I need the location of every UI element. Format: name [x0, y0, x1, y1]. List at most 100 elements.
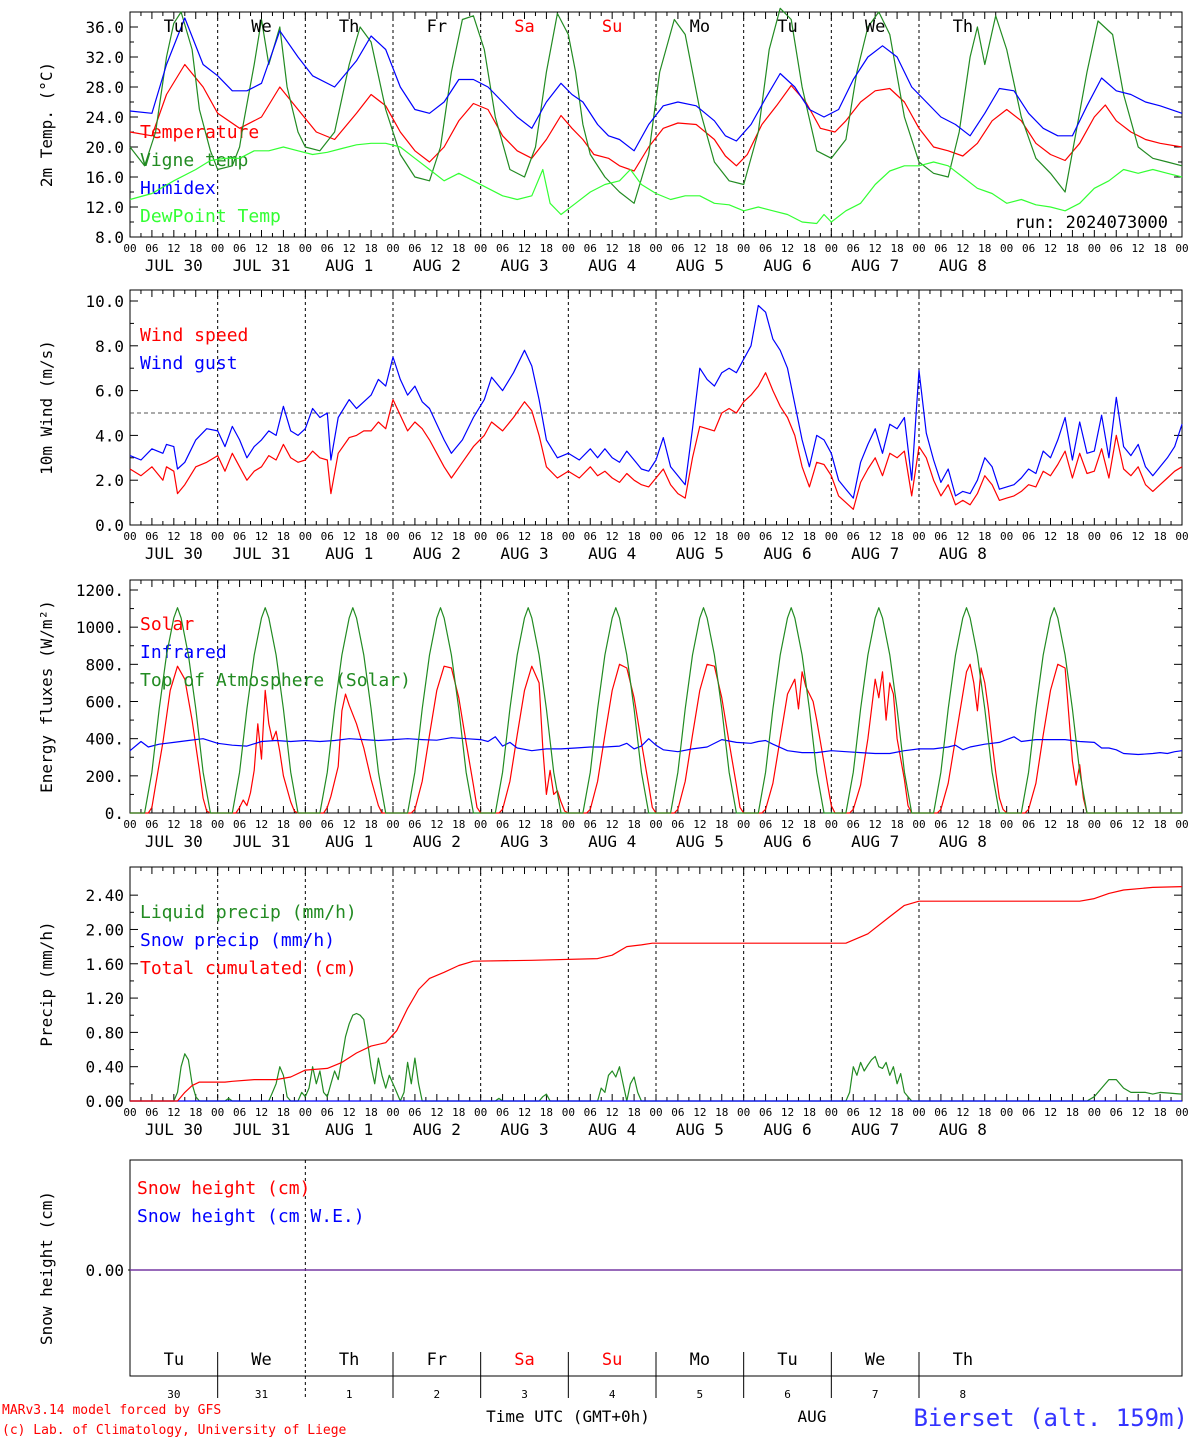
y-tick-label: 1200.: [76, 581, 124, 600]
hour-tick-label: 18: [803, 242, 816, 255]
hour-tick-label: 18: [627, 1106, 640, 1119]
hour-tick-label: 18: [277, 242, 290, 255]
hour-tick-label: 06: [847, 530, 860, 543]
hour-tick-label: 06: [1022, 818, 1035, 831]
y-tick-label: 0.0: [95, 516, 124, 535]
date-label: AUG 1: [325, 832, 373, 851]
y-tick-label: 32.0: [85, 48, 124, 67]
hour-tick-label: 00: [474, 1106, 487, 1119]
hour-tick-label: 00: [1000, 530, 1013, 543]
hour-tick-label: 18: [978, 530, 991, 543]
hour-tick-label: 00: [299, 818, 312, 831]
hour-tick-label: 18: [364, 530, 377, 543]
legend-entry: Solar: [140, 614, 194, 635]
hour-tick-label: 00: [1000, 1106, 1013, 1119]
hour-tick-label: 00: [1000, 818, 1013, 831]
hour-tick-label: 12: [518, 1106, 531, 1119]
legend-entry: Total cumulated (cm): [140, 958, 357, 979]
date-label: AUG 4: [588, 1120, 636, 1139]
chart-panel-2: 00 06 12 18 00 06 12 18 00 06 12 18 00 06 12 18 00 06 12 18…: [37, 289, 1189, 563]
date-label: AUG 3: [500, 544, 548, 563]
run-label: run: 2024073000: [1014, 213, 1168, 233]
hour-tick-label: 00: [123, 530, 136, 543]
date-label: JUL 31: [233, 544, 291, 563]
day-number: 5: [697, 1388, 704, 1401]
date-label: AUG 8: [939, 1120, 987, 1139]
hour-tick-label: 06: [1110, 1106, 1123, 1119]
hour-tick-label: 00: [825, 530, 838, 543]
hour-tick-label: 18: [715, 242, 728, 255]
hour-tick-label: 18: [803, 818, 816, 831]
hour-tick-label: 12: [693, 1106, 706, 1119]
y-tick-label: 8.0: [95, 337, 124, 356]
hour-tick-label: 00: [825, 242, 838, 255]
hour-tick-label: 06: [934, 530, 947, 543]
hour-tick-label: 00: [825, 1106, 838, 1119]
hour-tick-label: 18: [627, 530, 640, 543]
hour-tick-label: 18: [890, 530, 903, 543]
hour-tick-label: 06: [1110, 818, 1123, 831]
hour-tick-label: 12: [869, 1106, 882, 1119]
hour-tick-label: 12: [956, 818, 969, 831]
hour-tick-label: 12: [1132, 530, 1145, 543]
day-name: We: [865, 1350, 885, 1370]
hour-tick-label: 18: [364, 1106, 377, 1119]
date-label: AUG 2: [413, 1120, 461, 1139]
hour-tick-label: 12: [255, 1106, 268, 1119]
hour-tick-label: 06: [233, 1106, 246, 1119]
date-label: JUL 31: [233, 256, 291, 275]
hour-tick-label: 06: [847, 1106, 860, 1119]
date-label: AUG 8: [939, 832, 987, 851]
hour-tick-label: 12: [693, 530, 706, 543]
legend-entry: Infrared: [140, 642, 227, 663]
day-number: 8: [960, 1388, 967, 1401]
day-name: Fr: [427, 17, 447, 37]
y-tick-label: 36.0: [85, 18, 124, 37]
hour-tick-label: 12: [781, 818, 794, 831]
date-label: AUG 2: [413, 256, 461, 275]
hour-tick-label: 12: [167, 242, 180, 255]
hour-tick-label: 12: [956, 242, 969, 255]
hour-tick-label: 06: [408, 530, 421, 543]
date-label: AUG 3: [500, 256, 548, 275]
hour-tick-label: 18: [452, 242, 465, 255]
hour-tick-label: 06: [408, 242, 421, 255]
hour-tick-label: 00: [1175, 530, 1188, 543]
hour-tick-label: 00: [912, 530, 925, 543]
hour-tick-label: 00: [1000, 242, 1013, 255]
hour-tick-label: 06: [321, 818, 334, 831]
date-label: AUG 5: [676, 832, 724, 851]
hour-tick-label: 12: [255, 818, 268, 831]
day-number: 3: [521, 1388, 528, 1401]
hour-tick-label: 00: [211, 530, 224, 543]
date-label: JUL 30: [145, 1120, 203, 1139]
day-name: Fr: [427, 1350, 447, 1370]
day-name: Mo: [690, 1350, 710, 1370]
y-tick-label: 2.40: [85, 886, 124, 905]
hour-tick-label: 12: [167, 1106, 180, 1119]
y-tick-label: 2.0: [95, 471, 124, 490]
hour-tick-label: 06: [584, 818, 597, 831]
series-line-liquid-precip-mm-h-: [130, 1012, 1183, 1102]
day-number: 6: [784, 1388, 791, 1401]
y-tick-label: 800.: [85, 655, 124, 674]
hour-tick-label: 00: [562, 530, 575, 543]
hour-tick-label: 18: [452, 1106, 465, 1119]
y-tick-label: 600.: [85, 693, 124, 712]
hour-tick-label: 00: [1088, 530, 1101, 543]
date-label: AUG 6: [763, 832, 811, 851]
chart-panel-1: 00 06 12 18 00 06 12 18 00 06 12 18 00 06 12 18 00 06 12 18…: [37, 7, 1189, 275]
y-tick-label: 400.: [85, 730, 124, 749]
day-name: Th: [339, 1350, 359, 1370]
y-tick-label: 4.0: [95, 426, 124, 445]
y-axis-label: Snow height (cm): [37, 1191, 56, 1345]
hour-tick-label: 00: [912, 242, 925, 255]
y-axis-label: Precip (mm/h): [37, 921, 56, 1046]
hour-tick-label: 06: [1022, 530, 1035, 543]
date-label: AUG 5: [676, 256, 724, 275]
hour-tick-label: 06: [934, 242, 947, 255]
hour-tick-label: 18: [1153, 1106, 1166, 1119]
hour-tick-label: 18: [890, 1106, 903, 1119]
y-tick-label: 12.0: [85, 198, 124, 217]
